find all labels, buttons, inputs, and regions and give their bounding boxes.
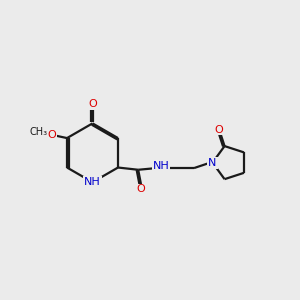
Text: CH₃: CH₃ xyxy=(29,128,47,137)
Text: O: O xyxy=(136,184,146,194)
Text: O: O xyxy=(88,99,97,109)
Text: O: O xyxy=(215,124,224,134)
Text: N: N xyxy=(208,158,217,168)
Text: NH: NH xyxy=(84,177,101,187)
Text: O: O xyxy=(47,130,56,140)
Text: NH: NH xyxy=(153,161,169,171)
